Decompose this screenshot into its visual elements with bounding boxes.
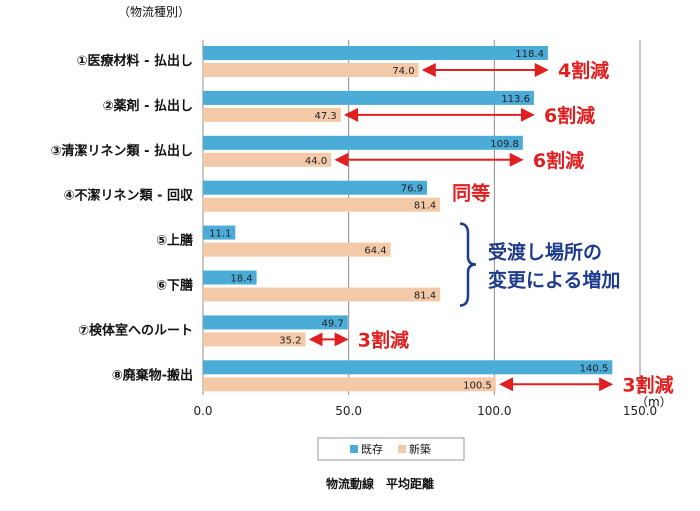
- x-tick-label: 100.0: [477, 404, 511, 418]
- data-label: 44.0: [305, 156, 327, 167]
- category-axis-label: （物流種別）: [118, 5, 190, 19]
- chart-title: 物流動線 平均距離: [326, 476, 434, 491]
- data-label: 47.3: [315, 111, 337, 122]
- legend-swatch-new: [398, 445, 406, 453]
- category-label: ⑤上膳: [156, 233, 193, 249]
- bar-existing: [203, 90, 534, 105]
- reduction-annotation: 6割減: [544, 104, 595, 127]
- data-label: 64.4: [364, 246, 386, 257]
- data-label: 76.9: [401, 184, 423, 195]
- reduction-annotation: 4割減: [558, 59, 609, 82]
- bar-existing: [203, 270, 257, 285]
- data-label: 140.5: [580, 363, 609, 374]
- category-label: ③清潔リネン類 - 払出し: [51, 143, 193, 159]
- legend-swatch-existing: [350, 445, 358, 453]
- category-label: ⑧廃棄物-搬出: [112, 367, 193, 383]
- category-label: ⑦検体室へのルート: [78, 322, 193, 338]
- bar-existing: [203, 46, 548, 60]
- category-label: ②薬剤 - 払出し: [103, 98, 193, 114]
- bar-new: [203, 107, 341, 122]
- bar-existing: [203, 180, 428, 195]
- bar-new: [203, 242, 391, 257]
- brace-annotation-line: 変更による増加: [488, 269, 620, 292]
- equal-annotation: 同等: [452, 182, 490, 205]
- legend: 既存 新築: [317, 437, 465, 461]
- data-label: 100.5: [463, 380, 492, 391]
- bar-new: [203, 197, 441, 212]
- x-tick-label: 150.0: [623, 404, 657, 418]
- data-label: 35.2: [279, 335, 301, 346]
- data-label: 109.8: [490, 139, 519, 150]
- x-tick-label: 0.0: [193, 404, 212, 418]
- reduction-annotation: 3割減: [358, 328, 409, 351]
- data-label: 49.7: [322, 318, 344, 329]
- legend-label-existing: 既存: [361, 442, 383, 456]
- brace: [459, 222, 477, 307]
- data-label: 81.4: [414, 201, 436, 212]
- brace-annotation-line: 受渡し場所の: [488, 241, 602, 264]
- bar-new: [203, 332, 306, 347]
- category-label: ⑥下膳: [156, 278, 193, 294]
- reduction-annotation: 6割減: [533, 149, 584, 172]
- reduction-annotation: 3割減: [622, 373, 673, 396]
- category-labels: ①医療材料 - 払出し ②薬剤 - 払出し ③清潔リネン類 - 払出し ④不潔リネン類…: [51, 53, 194, 383]
- unit-label: （m）: [636, 395, 672, 409]
- bar-existing: [203, 360, 613, 375]
- data-label: 74.0: [392, 66, 414, 77]
- data-label: 113.6: [501, 94, 530, 105]
- bar-existing: [203, 225, 236, 240]
- category-label: ④不潔リネン類 - 回収: [64, 188, 194, 204]
- x-tick-label: 50.0: [335, 404, 362, 418]
- category-label: ①医療材料 - 払出し: [77, 53, 193, 69]
- bar-existing: [203, 135, 523, 150]
- bars-group: 118.4 74.0 113.6 47.3 109.8 44.0 76.9 81.4 11.1 6…: [203, 46, 613, 392]
- data-label: 81.4: [414, 291, 436, 302]
- legend-label-new: 新築: [409, 442, 431, 456]
- data-label: 18.4: [230, 274, 252, 285]
- bar-existing: [203, 315, 348, 330]
- data-label: 118.4: [515, 49, 544, 60]
- bar-new: [203, 152, 332, 167]
- bar-new: [203, 63, 419, 77]
- bar-new: [203, 377, 496, 392]
- x-tick-labels: 0.0 50.0 100.0 150.0: [193, 404, 657, 418]
- data-label: 11.1: [209, 229, 231, 240]
- bar-new: [203, 287, 441, 302]
